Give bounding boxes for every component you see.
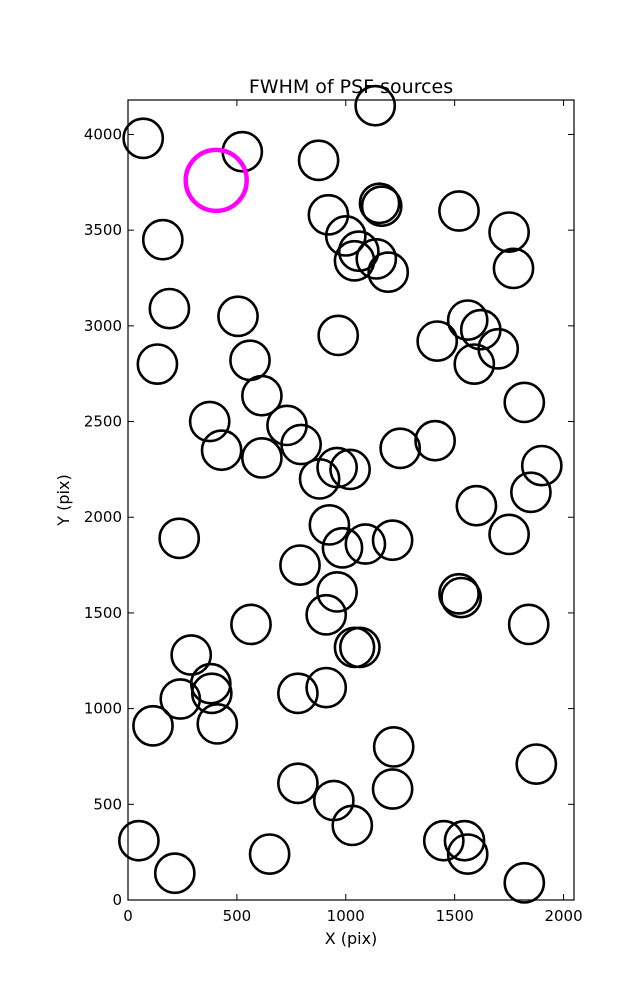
psf-source-circle-5 — [360, 185, 403, 228]
psf-source-circle-38 — [455, 484, 498, 527]
y-tick-label-2500: 2500 — [84, 413, 122, 431]
x-tick-label-500: 500 — [223, 907, 252, 925]
y-axis: 0 500 1000 1500 2000 2500 3000 3500 4000 — [84, 125, 574, 909]
psf-source-circle-13 — [438, 190, 480, 232]
psf-source-circle-16 — [148, 287, 191, 330]
psf-source-circle-22 — [416, 320, 459, 363]
psf-source-circle-60 — [196, 703, 239, 745]
scatter-marks — [117, 84, 563, 904]
x-tick-label-1500: 1500 — [436, 907, 474, 925]
psf-source-circle-71 — [153, 852, 196, 895]
y-tick-label-4000: 4000 — [84, 125, 122, 143]
psf-source-circle-69 — [371, 768, 414, 810]
psf-source-circle-37 — [414, 419, 457, 462]
psf-source-circle-30 — [240, 436, 283, 479]
psf-source-circle-66 — [276, 762, 319, 805]
psf-source-circle-75 — [446, 833, 489, 876]
psf-source-circle-18 — [317, 314, 360, 357]
psf-source-circle-9 — [333, 239, 376, 282]
psf-source-circle-35 — [329, 448, 372, 491]
psf-source-circle-76 — [503, 861, 546, 904]
psf-source-circle-3 — [354, 84, 397, 127]
plot-area-frame — [127, 99, 575, 901]
psf-source-circle-54 — [338, 626, 381, 669]
psf-source-circle-29 — [200, 429, 243, 472]
psf-source-circle-36 — [379, 427, 422, 470]
y-tick-label-2000: 2000 — [84, 508, 122, 526]
psf-source-circle-50 — [440, 576, 483, 619]
psf-source-circle-17 — [217, 295, 259, 338]
psf-source-circle-63 — [305, 666, 348, 709]
psf-source-circle-34 — [316, 446, 359, 489]
psf-source-circle-49 — [438, 572, 480, 615]
psf-source-circle-25 — [453, 343, 496, 386]
psf-source-circle-70 — [117, 819, 160, 862]
psf-source-circle-67 — [312, 779, 355, 822]
psf-source-circle-21 — [240, 374, 283, 417]
x-tick-label-2000: 2000 — [544, 907, 582, 925]
y-tick-label-3500: 3500 — [84, 221, 122, 239]
psf-source-circle-51 — [230, 603, 272, 646]
psf-source-circle-28 — [188, 400, 231, 443]
psf-source-circle-26 — [477, 327, 520, 370]
psf-source-circle-43 — [308, 504, 351, 546]
x-axis-label: X (pix) — [325, 929, 378, 948]
psf-source-circle-48 — [316, 571, 359, 613]
psf-source-circle-45 — [344, 523, 387, 565]
y-tick-label-1000: 1000 — [84, 700, 122, 718]
psf-source-circle-14 — [488, 211, 531, 254]
psf-source-circle-0 — [122, 117, 165, 160]
highlighted-source-circle — [183, 147, 249, 214]
psf-source-circle-59 — [159, 678, 202, 720]
psf-source-circle-27 — [503, 381, 546, 424]
psf-source-circle-6 — [307, 193, 350, 236]
y-tick-label-500: 500 — [93, 795, 122, 813]
psf-source-circle-72 — [248, 833, 291, 876]
psf-source-circle-8 — [337, 230, 380, 273]
psf-source-circle-20 — [136, 343, 179, 386]
psf-source-circle-15 — [492, 247, 535, 290]
x-axis: 0 500 1000 1500 2000 — [123, 100, 583, 925]
psf-source-circle-47 — [279, 544, 321, 587]
y-tick-label-3000: 3000 — [84, 317, 122, 335]
x-tick-label-0: 0 — [123, 907, 133, 925]
x-tick-label-1000: 1000 — [327, 907, 365, 925]
psf-source-circle-58 — [190, 672, 233, 715]
psf-source-circle-62 — [276, 672, 319, 715]
psf-source-circle-46 — [371, 519, 414, 562]
psf-source-circle-64 — [372, 726, 415, 768]
psf-source-circle-10 — [355, 237, 398, 280]
psf-source-circle-4 — [358, 182, 401, 225]
psf-source-circle-41 — [520, 444, 563, 487]
psf-source-circle-40 — [510, 471, 552, 514]
psf-source-circle-44 — [321, 526, 364, 569]
y-axis-label: Y (pix) — [54, 474, 73, 526]
y-tick-label-1500: 1500 — [84, 604, 122, 622]
psf-source-circle-56 — [170, 634, 213, 676]
chart-title: FWHM of PSF sources — [249, 76, 453, 98]
psf-source-circle-2 — [297, 139, 340, 182]
psf-source-circle-73 — [422, 819, 465, 862]
psf-source-circle-32 — [280, 423, 323, 466]
psf-source-circle-61 — [132, 704, 174, 747]
psf-source-circle-52 — [305, 593, 348, 636]
psf-source-circle-23 — [446, 299, 489, 342]
psf-source-circle-65 — [515, 743, 558, 786]
psf-source-circle-68 — [331, 804, 374, 847]
psf-source-circle-74 — [443, 819, 486, 862]
psf-source-circle-11 — [367, 251, 410, 294]
psf-source-circle-42 — [158, 517, 201, 560]
psf-source-circle-57 — [189, 662, 232, 705]
psf-source-circle-55 — [507, 603, 550, 646]
psf-source-circle-39 — [488, 513, 531, 556]
psf-source-circle-7 — [324, 214, 367, 257]
psf-source-circle-12 — [141, 218, 184, 261]
y-tick-label-0: 0 — [112, 891, 122, 909]
psf-source-circle-19 — [229, 339, 271, 382]
